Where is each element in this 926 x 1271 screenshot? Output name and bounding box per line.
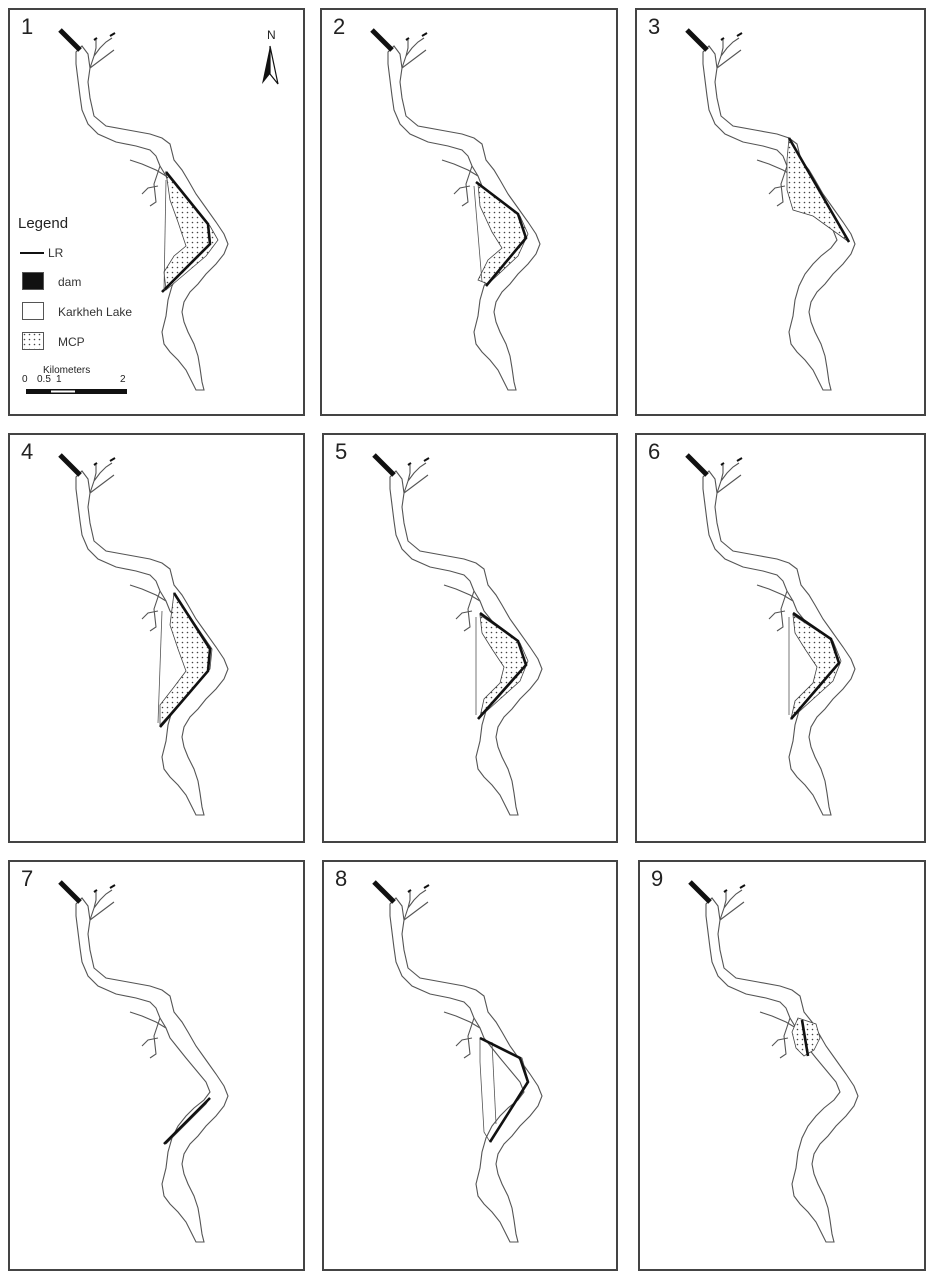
legend-lake-swatch [22,302,44,320]
lr-line [475,180,528,287]
map-panel-7: 7 [8,860,305,1271]
mcp-polygon [159,591,213,727]
panel-number: 9 [651,866,664,891]
map-panel-6: 6 [635,433,926,843]
map-6-graphic [637,435,926,843]
scale-tick-0: 0 [22,374,28,385]
panel-number: 8 [335,866,348,891]
north-arrow-icon [262,45,279,85]
legend-label-lake: Karkheh Lake [58,305,133,319]
panel-number: 3 [648,14,661,39]
scale-tick-05: 0.5 [37,374,51,385]
lr-line [790,611,841,720]
lr-line [163,1097,211,1145]
map-5-graphic [324,435,618,843]
legend-dam-swatch [22,272,44,290]
map-8-graphic [324,862,618,1271]
lr-line [161,171,212,293]
panel-number: 4 [21,439,34,464]
scale-bar [26,389,127,394]
panel-number: 2 [333,14,346,39]
map-1-graphic [10,10,305,416]
scale-tick-2: 2 [120,374,126,385]
legend-label-dam: dam [58,275,82,289]
panel-number: 7 [21,866,34,891]
scale-tick-1: 1 [56,374,62,385]
map-panel-1: 1 N Legend LR dam Karkheh Lake MCP Kilom… [8,8,305,416]
lr-line [800,1019,810,1057]
north-label: N [267,28,276,42]
mcp-polygon [477,183,529,285]
legend-title: Legend [18,215,69,232]
map-panel-4: 4 [8,433,305,843]
lr-line [787,137,851,243]
panel-number: 6 [648,439,661,464]
lr-line [477,611,528,720]
map-panel-9: 9 [638,860,926,1271]
panel-number: 5 [335,439,348,464]
legend-line-symbol [20,252,44,254]
lr-line [479,1036,530,1143]
map-panel-8: 8 [322,860,618,1271]
legend-label-lr: LR [48,246,64,260]
map-panel-5: 5 [322,433,618,843]
map-panel-2: 2 [320,8,618,416]
legend-label-mcp: MCP [58,335,85,349]
legend-mcp-swatch [22,332,44,350]
scale-title: Kilometers [43,365,91,376]
map-2-graphic [322,10,618,416]
mcp-polygon [790,614,842,721]
map-9-graphic [640,862,926,1271]
map-4-graphic [10,435,305,843]
map-3-graphic [637,10,926,416]
lr-line [159,592,212,728]
map-7-graphic [10,862,305,1271]
panel-number: 1 [21,14,34,39]
map-panel-3: 3 [635,8,926,416]
